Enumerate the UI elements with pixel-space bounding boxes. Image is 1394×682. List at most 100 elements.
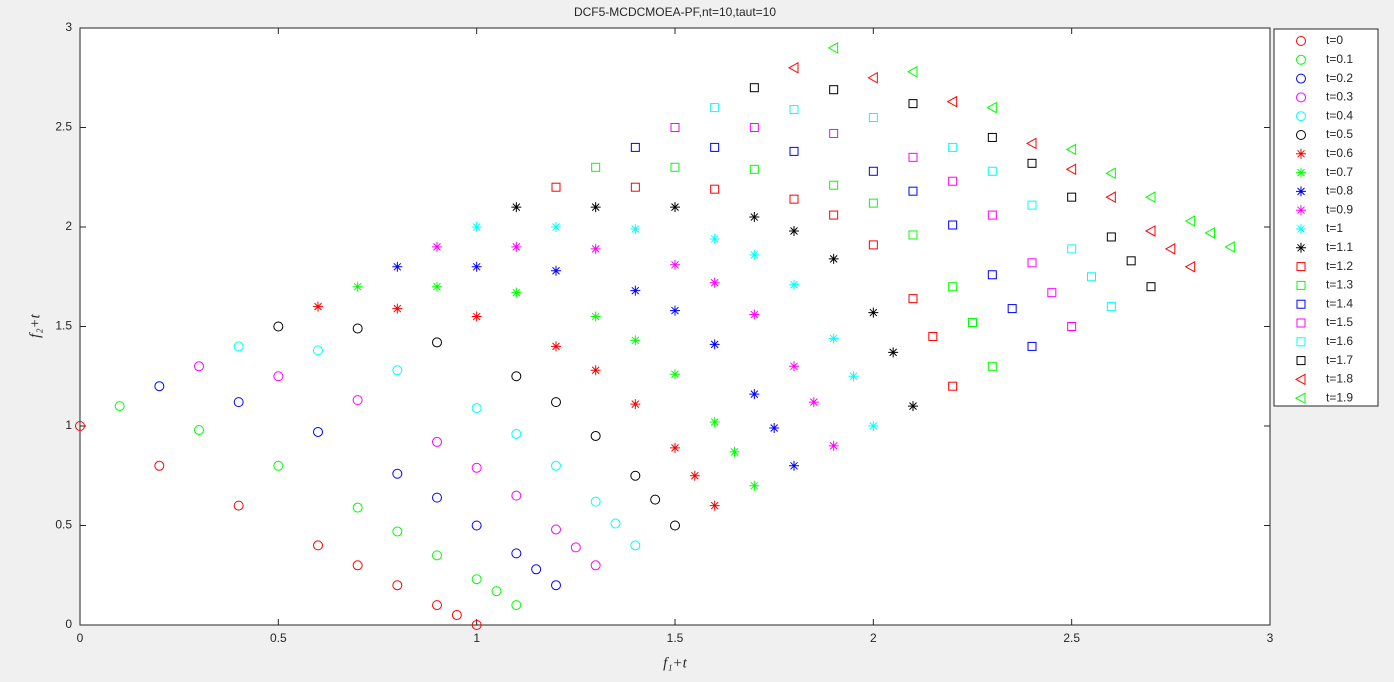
point [352,395,363,406]
point [392,303,403,314]
point [590,243,601,254]
point [749,164,759,174]
point [511,548,522,559]
point [1087,272,1096,282]
legend-marker [1296,262,1306,272]
point [1164,243,1176,255]
point [827,42,839,54]
point [630,470,641,481]
point [1067,322,1077,331]
legend-label: t=0.7 [1326,165,1353,179]
legend-marker [1296,167,1306,178]
legend-label: t=1.1 [1326,240,1353,254]
legend-label: t=0.2 [1326,71,1353,85]
point [828,440,839,451]
point [432,281,442,292]
point [531,564,542,575]
point [710,184,720,194]
point [928,331,938,341]
point [1025,137,1037,150]
x-tick-label: 0 [77,631,84,645]
point [749,83,759,93]
point [828,253,839,264]
point [769,422,780,433]
legend-marker [1296,130,1306,140]
y-tick-label: 2.5 [55,120,72,134]
point [551,460,561,471]
point [233,341,244,352]
point [313,345,323,356]
point [1184,215,1196,227]
point [471,574,482,585]
point [829,210,839,220]
point [451,610,462,621]
legend-label: t=0.3 [1326,90,1353,104]
y-tick-label: 0.5 [55,518,72,532]
point [551,222,561,232]
point [867,71,878,84]
legend-marker [1296,356,1306,366]
point [987,166,997,176]
point [570,542,581,553]
point [908,99,918,109]
legend-label: t=0.5 [1326,127,1353,141]
point [1184,260,1196,273]
point [908,186,918,196]
legend-marker [1296,242,1306,253]
point [789,361,799,372]
point [986,101,997,114]
point [1146,282,1156,292]
x-tick-label: 3 [1267,631,1274,645]
point [352,560,363,571]
point [670,442,680,453]
point [709,500,720,511]
point [471,261,482,272]
point [590,365,601,376]
legend-marker [1296,318,1306,328]
point [75,421,85,431]
point [114,401,125,412]
y-tick-label: 1.5 [55,319,72,333]
point [352,281,363,292]
legend-marker [1296,148,1306,159]
point [551,580,561,591]
point [789,105,799,115]
point [313,540,323,551]
point [948,176,958,186]
point [551,397,561,408]
legend-label: t=1.3 [1326,278,1353,292]
legend-marker [1296,299,1306,309]
legend-marker [1296,224,1306,234]
point [968,318,977,328]
point [948,142,958,152]
point [987,270,997,280]
legend-box [1273,28,1379,407]
legend-marker [1294,373,1306,386]
point [491,586,502,597]
point [432,492,442,503]
point [828,333,839,344]
point [888,347,899,358]
point [471,462,482,473]
point [749,480,760,491]
point [471,222,482,232]
point [511,371,522,382]
point [908,152,918,162]
point [709,233,720,244]
point [590,560,601,571]
point [551,341,561,352]
point [1224,241,1235,253]
point [808,397,819,408]
point [551,524,561,535]
legend-label: t=0.8 [1326,184,1353,198]
point [432,241,442,252]
y-tick-label: 2 [65,219,72,233]
point [987,361,997,371]
point [630,540,641,551]
point [511,241,522,252]
legend-label: t=1.9 [1326,390,1353,404]
point [1067,192,1077,202]
legend-label: t=1 [1326,221,1343,235]
